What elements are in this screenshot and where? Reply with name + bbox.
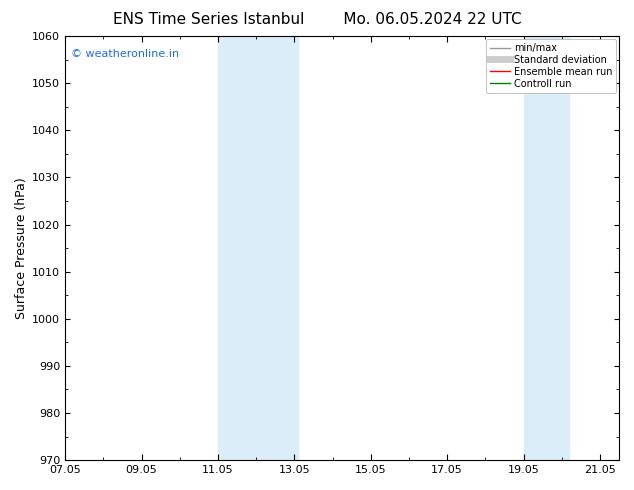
- Bar: [218, 36, 298, 460]
- Text: © weatheronline.in: © weatheronline.in: [71, 49, 179, 59]
- Legend: min/max, Standard deviation, Ensemble mean run, Controll run: min/max, Standard deviation, Ensemble me…: [486, 39, 616, 93]
- Bar: [524, 36, 569, 460]
- Y-axis label: Surface Pressure (hPa): Surface Pressure (hPa): [15, 177, 28, 319]
- Text: ENS Time Series Istanbul        Mo. 06.05.2024 22 UTC: ENS Time Series Istanbul Mo. 06.05.2024 …: [113, 12, 521, 27]
